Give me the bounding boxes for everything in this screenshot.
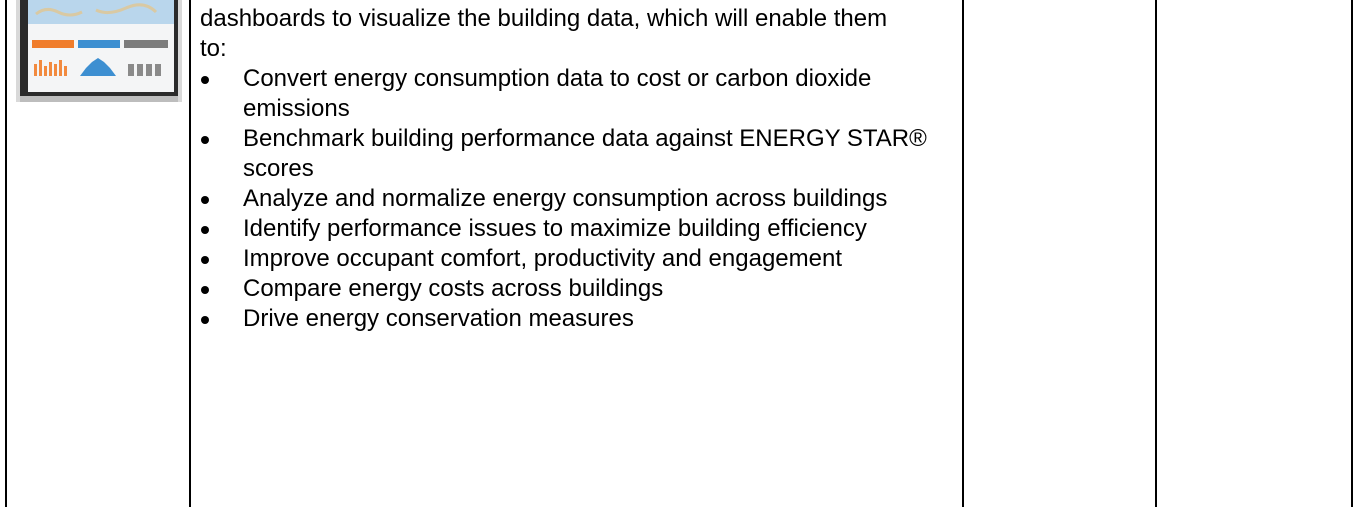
bullet-item: Identify performance issues to maximize … bbox=[200, 214, 943, 244]
table-border bbox=[1351, 0, 1353, 507]
table-border bbox=[1155, 0, 1157, 507]
intro-text: dashboards to visualize the building dat… bbox=[200, 4, 920, 64]
bullet-item: Analyze and normalize energy consumption… bbox=[200, 184, 943, 214]
bullet-list: Convert energy consumption data to cost … bbox=[200, 64, 943, 334]
bullet-item: Improve occupant comfort, productivity a… bbox=[200, 244, 943, 274]
table-border bbox=[189, 0, 191, 507]
bullet-item: Convert energy consumption data to cost … bbox=[200, 64, 943, 124]
dashboard-thumbnail bbox=[16, 0, 182, 102]
bullet-item: Benchmark building performance data agai… bbox=[200, 124, 943, 184]
document-page: {"table": {"rows": [{"cells": [{"intro":… bbox=[0, 0, 1361, 507]
table-border bbox=[962, 0, 964, 507]
bullet-item: Drive energy conservation measures bbox=[200, 304, 943, 334]
table-border bbox=[5, 0, 7, 507]
bullet-item: Compare energy costs across buildings bbox=[200, 274, 943, 304]
